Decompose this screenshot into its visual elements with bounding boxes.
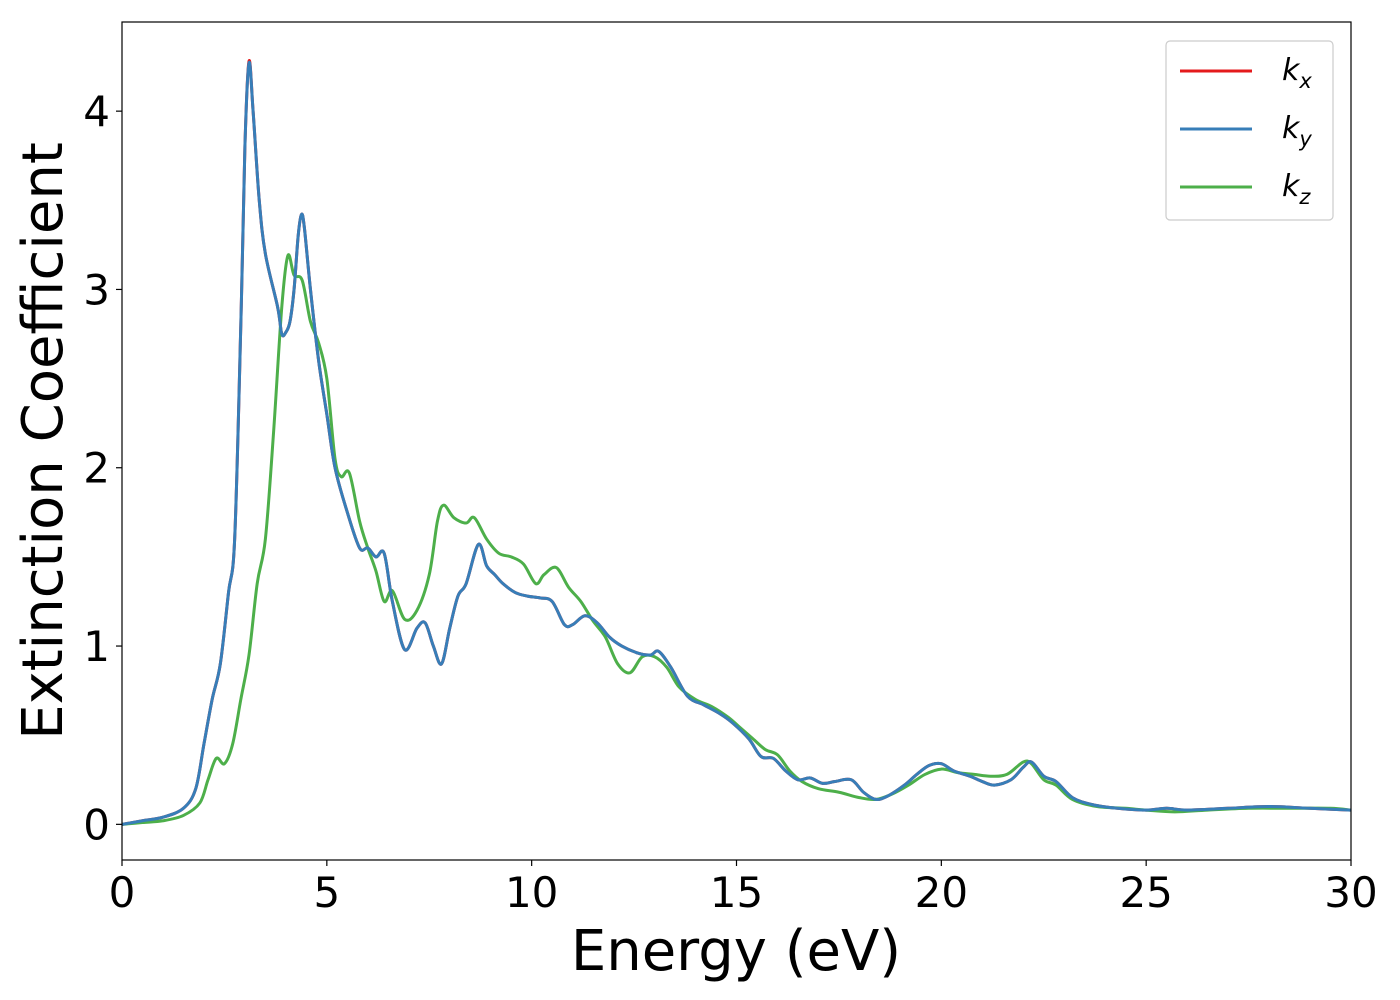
legend-label-sub: z xyxy=(1298,185,1311,209)
x-tick-label: 10 xyxy=(505,868,558,917)
legend-label: ky xyxy=(1282,111,1312,151)
series-line-kz xyxy=(122,253,1351,826)
legend-label: kx xyxy=(1282,53,1312,93)
x-tick-label: 15 xyxy=(710,868,763,917)
x-axis: 0 5 10 15 20 25 30 xyxy=(109,860,1378,917)
y-tick-label: 3 xyxy=(83,265,110,314)
legend-label-base: k xyxy=(1282,111,1301,146)
series-line-ky xyxy=(122,60,1351,826)
y-tick-label: 2 xyxy=(83,444,110,493)
y-axis-label: Extinction Coefficient xyxy=(11,142,76,740)
y-tick-label: 4 xyxy=(83,87,110,136)
legend-label-sub: y xyxy=(1298,127,1312,151)
legend-label-base: k xyxy=(1282,169,1301,204)
y-tick-label: 0 xyxy=(83,800,110,849)
x-tick-label: 30 xyxy=(1324,868,1377,917)
x-axis-label: Energy (eV) xyxy=(571,919,901,984)
legend-label-base: k xyxy=(1282,53,1301,88)
y-axis: 0 1 2 3 4 xyxy=(83,87,122,849)
x-tick-label: 5 xyxy=(313,868,340,917)
x-tick-label: 20 xyxy=(915,868,968,917)
legend-label-sub: x xyxy=(1298,69,1312,93)
x-tick-label: 25 xyxy=(1119,868,1172,917)
y-tick-label: 1 xyxy=(83,622,110,671)
x-tick-label: 0 xyxy=(109,868,136,917)
series-group xyxy=(122,59,1351,826)
plot-background xyxy=(122,22,1351,860)
legend-label: kz xyxy=(1282,169,1311,209)
